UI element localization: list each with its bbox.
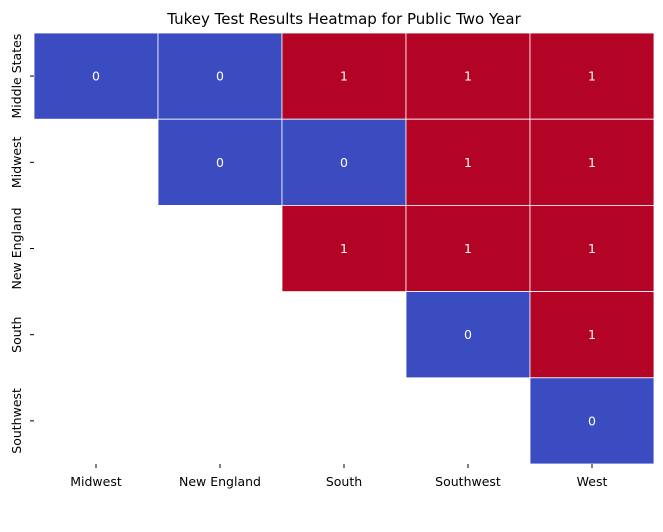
- x-tick-label: Southwest: [435, 474, 501, 489]
- heatmap-cell: [157, 32, 283, 120]
- y-tick-label: Southwest: [9, 388, 24, 454]
- x-tick-label: West: [577, 474, 608, 489]
- cell-value-label: 0: [464, 327, 472, 342]
- heatmap-cell: [405, 291, 531, 379]
- cell-value-label: 1: [588, 155, 596, 170]
- heatmap-cell: [33, 32, 159, 120]
- cell-value-label: 0: [340, 155, 348, 170]
- x-axis: Midwest New England South Southwest West: [70, 464, 607, 489]
- cell-value-label: 1: [588, 69, 596, 84]
- y-tick-label: New England: [9, 208, 24, 290]
- heatmap-cell: [529, 377, 655, 465]
- cell-value-label: 1: [588, 327, 596, 342]
- cell-value-label: 1: [340, 69, 348, 84]
- x-tick-label: Midwest: [70, 474, 122, 489]
- x-tick-label: South: [326, 474, 362, 489]
- chart-title: Tukey Test Results Heatmap for Public Tw…: [166, 10, 521, 28]
- cell-value-label: 0: [92, 69, 100, 84]
- y-axis: Middle States Midwest New England South Sout…: [9, 34, 34, 454]
- heatmap-cell: [529, 32, 655, 120]
- cell-value-label: 1: [588, 241, 596, 256]
- heatmap-cells: 0 0 1 1 1 0 0 1 1 1 1 1 0 1 0: [33, 32, 655, 465]
- heatmap-cell: [405, 32, 531, 120]
- x-tick-label: New England: [179, 474, 261, 489]
- heatmap-cell: [281, 32, 407, 120]
- heatmap-cell: [157, 118, 283, 206]
- heatmap-cell: [405, 118, 531, 206]
- y-tick-label: Midwest: [9, 136, 24, 188]
- y-tick-label: South: [9, 317, 24, 353]
- cell-value-label: 0: [588, 413, 596, 428]
- heatmap-cell: [529, 204, 655, 292]
- cell-value-label: 1: [464, 241, 472, 256]
- heatmap-cell: [529, 291, 655, 379]
- cell-value-label: 1: [464, 69, 472, 84]
- cell-value-label: 1: [340, 241, 348, 256]
- cell-value-label: 0: [216, 155, 224, 170]
- heatmap-cell: [281, 204, 407, 292]
- y-tick-label: Middle States: [9, 34, 24, 119]
- cell-value-label: 1: [464, 155, 472, 170]
- cell-value-label: 0: [216, 69, 224, 84]
